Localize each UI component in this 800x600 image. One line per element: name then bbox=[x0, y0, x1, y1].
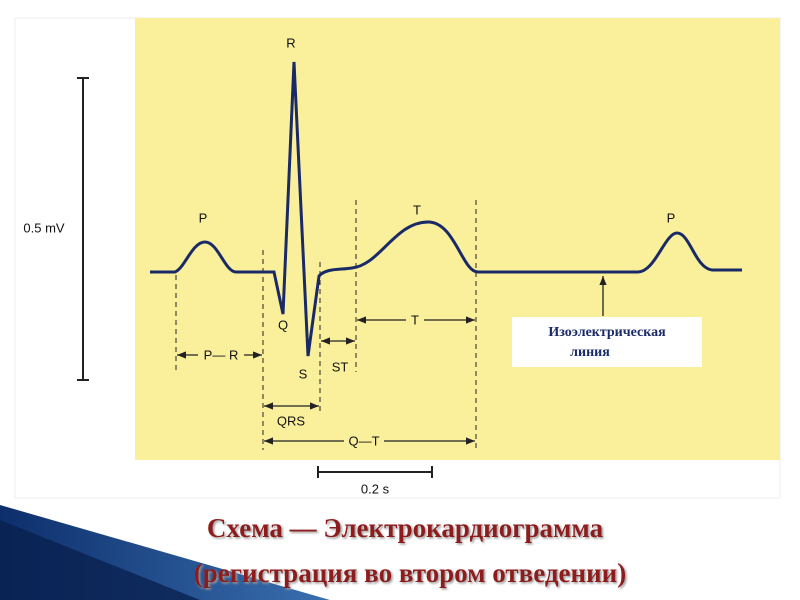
interval-label: T bbox=[411, 312, 419, 327]
interval-label: P— R bbox=[204, 347, 239, 362]
dashed-guides bbox=[175, 200, 477, 450]
interval-label: ST bbox=[332, 359, 349, 374]
wave-label: P bbox=[667, 210, 676, 225]
scale-label: 0.5 mV bbox=[23, 220, 65, 235]
label-bg bbox=[198, 346, 244, 364]
decor-swoosh bbox=[0, 520, 200, 600]
interval-label: QRS bbox=[277, 413, 306, 428]
time-scale-label: 0.2 s bbox=[361, 481, 390, 496]
slide-title: Схема — Электрокардиограмма bbox=[207, 513, 604, 543]
isoelectric-label: линия bbox=[570, 345, 610, 360]
wave-label: S bbox=[299, 366, 308, 381]
wave-label: T bbox=[413, 202, 421, 217]
isoelectric-box bbox=[512, 317, 702, 367]
wave-label: R bbox=[286, 35, 295, 50]
wave-label: Q bbox=[278, 317, 288, 332]
label-bg bbox=[344, 432, 384, 450]
interval-label: Q—T bbox=[348, 433, 379, 448]
label-bg bbox=[406, 311, 424, 329]
ecg-area bbox=[135, 18, 780, 460]
ecg-trace bbox=[150, 61, 742, 357]
wave-label: P bbox=[199, 210, 208, 225]
slide-title: (регистрация во втором отведении) bbox=[194, 558, 626, 588]
isoelectric-label: Изоэлектрическая bbox=[548, 325, 666, 340]
